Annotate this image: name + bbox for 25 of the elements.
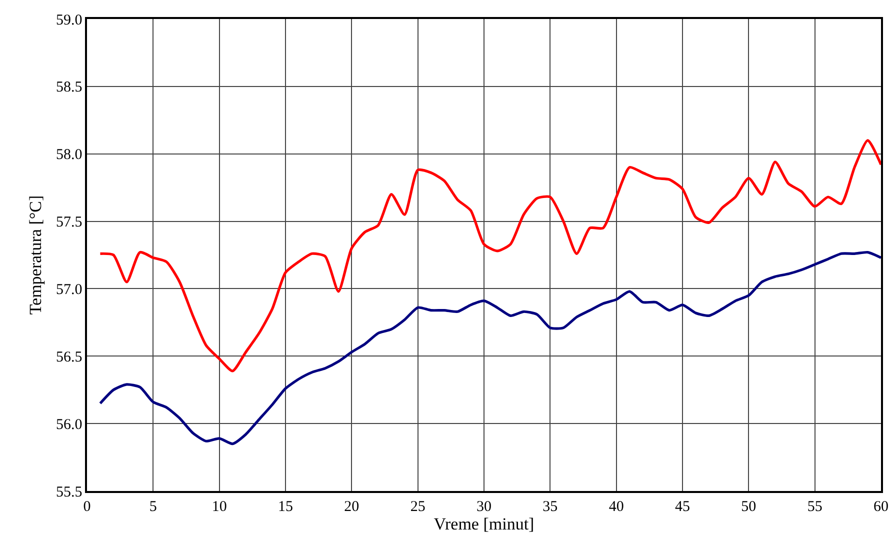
x-tick-label: 30 <box>476 498 492 515</box>
y-tick-label: 55.5 <box>56 484 82 500</box>
x-tick-label: 45 <box>675 498 690 515</box>
x-axis-title: Vreme [minut] <box>434 514 534 534</box>
y-tick-label: 56.0 <box>56 416 82 433</box>
x-tick-label: 0 <box>83 498 91 515</box>
x-tick-label: 35 <box>542 498 558 515</box>
x-tick-label: 15 <box>278 498 293 515</box>
x-tick-label: 10 <box>212 498 227 515</box>
y-tick-label: 56.5 <box>56 349 82 366</box>
x-tick-label: 50 <box>741 498 756 515</box>
line-series <box>98 251 881 446</box>
x-tick-label: 55 <box>807 498 822 515</box>
y-tick-label: 58.0 <box>56 147 82 164</box>
y-axis-title: Temperatura [°C] <box>26 195 46 315</box>
y-tick-label: 59.0 <box>56 12 82 28</box>
x-tick-label: 40 <box>608 498 624 515</box>
y-tick-label: 57.0 <box>56 282 82 298</box>
x-tick-label: 25 <box>410 498 426 515</box>
x-tick-label: 5 <box>149 498 157 515</box>
line-series <box>98 139 881 372</box>
x-tick-label: 60 <box>874 498 888 515</box>
y-tick-label: 57.5 <box>56 214 82 231</box>
x-tick-label: 20 <box>344 498 360 515</box>
y-tick-label: 58.5 <box>56 80 82 96</box>
